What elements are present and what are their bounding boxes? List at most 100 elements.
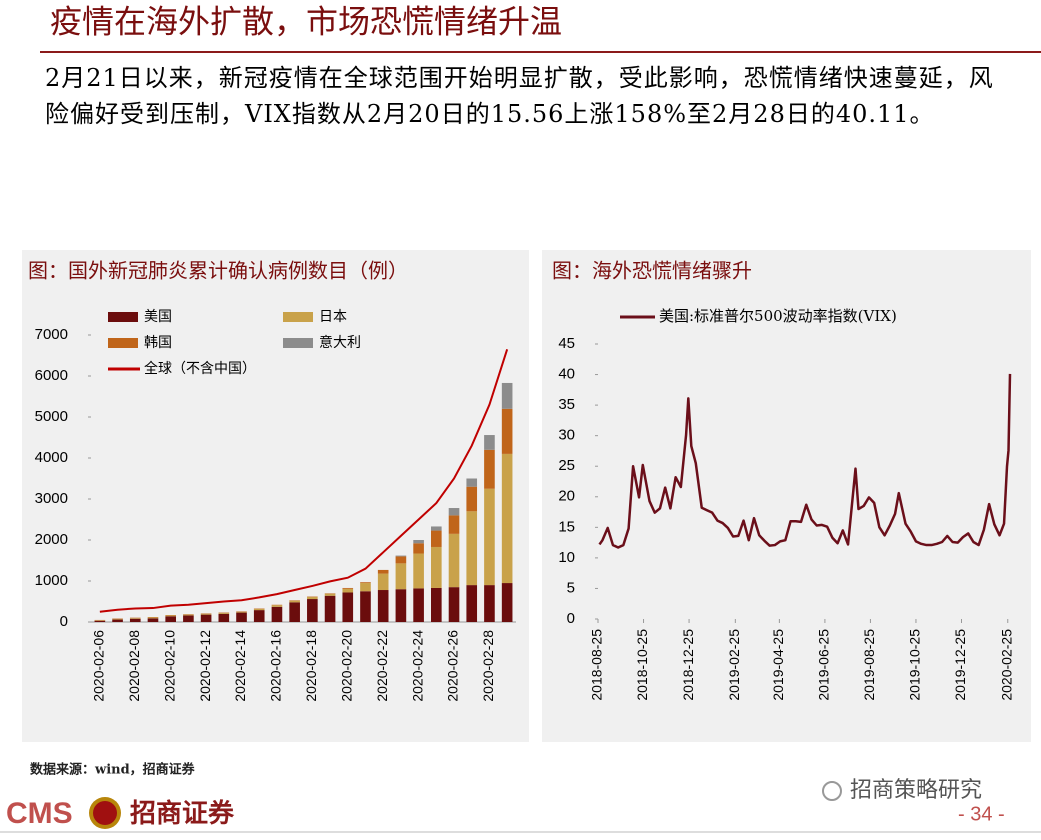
- bar-segment: [201, 615, 212, 622]
- bar-segment: [502, 583, 513, 622]
- bar-segment: [112, 619, 123, 620]
- body-text: 2月21日以来，新冠疫情在全球范围开始明显扩散，受此影响，恐慌情绪快速蔓延，风险…: [45, 60, 1015, 132]
- bar-segment: [254, 609, 265, 610]
- x-tick-label: 2019-10-25: [907, 629, 923, 701]
- y-tick-label: 20: [558, 488, 575, 505]
- y-tick-label: 5: [567, 579, 575, 596]
- y-tick-label: 10: [558, 549, 575, 566]
- bar-segment: [148, 618, 159, 622]
- x-tick-label: 2020-02-18: [303, 630, 319, 702]
- y-tick-label: 0: [60, 613, 68, 630]
- x-tick-label: 2019-06-25: [816, 629, 832, 701]
- x-tick-label: 2019-02-25: [726, 629, 742, 701]
- legend-label: 意大利: [319, 334, 361, 351]
- chart-title: 图：国外新冠肺炎累计确认病例数目（例）: [28, 259, 408, 283]
- y-tick-label: 2000: [35, 531, 68, 548]
- bar-segment: [272, 605, 283, 607]
- legend-swatch: [108, 338, 138, 348]
- bar-segment: [466, 479, 477, 487]
- x-tick-label: 2018-12-25: [680, 629, 696, 701]
- chart-title: 图：海外恐慌情绪骤升: [552, 259, 752, 283]
- bar-segment: [502, 409, 513, 454]
- bar-segment: [413, 554, 424, 589]
- bar-segment: [360, 583, 371, 591]
- y-tick-label: 15: [558, 518, 575, 535]
- wechat-icon: [823, 782, 841, 800]
- x-tick-label: 2020-02-10: [161, 630, 177, 702]
- x-tick-label: 2020-02-12: [197, 630, 213, 702]
- legend-swatch: [108, 312, 138, 322]
- bar-segment: [396, 556, 407, 557]
- legend-swatch: [283, 338, 313, 348]
- bar-segment: [360, 582, 371, 583]
- y-tick-label: 4000: [35, 449, 68, 466]
- page-title: 疫情在海外扩散，市场恐慌情绪升温: [50, 3, 562, 41]
- bar-segment: [183, 615, 194, 622]
- bar-segment: [289, 601, 300, 603]
- y-tick-label: 0: [567, 610, 575, 627]
- bar-segment: [378, 590, 389, 622]
- bar-segment: [130, 619, 141, 622]
- logo-text: CMS: [6, 797, 73, 830]
- bar-segment: [289, 602, 300, 622]
- bar-segment: [378, 574, 389, 590]
- page-number: - 34 -: [958, 803, 1005, 825]
- legend-label: 美国: [144, 309, 172, 325]
- x-tick-label: 2020-02-08: [126, 630, 142, 702]
- bar-segment: [449, 534, 460, 587]
- bar-segment: [325, 596, 336, 622]
- x-tick-label: 2020-02-26: [445, 630, 461, 702]
- bar-segment: [413, 543, 424, 553]
- x-tick-label: 2020-02-16: [268, 630, 284, 702]
- bar-segment: [502, 454, 513, 583]
- bar-segment: [307, 597, 318, 599]
- bar-segment: [449, 587, 460, 622]
- bar-segment: [165, 615, 176, 616]
- bar-segment: [466, 487, 477, 512]
- source-note: 数据来源：wind，招商证券: [30, 762, 196, 778]
- y-tick-label: 6000: [35, 367, 68, 384]
- bar-segment: [165, 616, 176, 622]
- bar-segment: [342, 589, 353, 593]
- bar-segment: [272, 607, 283, 622]
- bar-segment: [396, 589, 407, 622]
- legend-swatch: [283, 312, 313, 322]
- bar-segment: [236, 613, 247, 622]
- bar-segment: [95, 621, 106, 622]
- bar-segment: [325, 594, 336, 596]
- bar-segment: [201, 614, 212, 615]
- y-tick-label: 7000: [35, 326, 68, 343]
- bar-segment: [466, 585, 477, 622]
- bar-segment: [378, 570, 389, 574]
- bar-segment: [449, 508, 460, 515]
- bar-segment: [484, 585, 495, 622]
- x-tick-label: 2018-08-25: [589, 629, 605, 701]
- x-tick-label: 2020-02-20: [338, 630, 354, 702]
- bar-segment: [148, 617, 159, 618]
- x-tick-label: 2018-10-25: [634, 629, 650, 701]
- bar-segment: [502, 383, 513, 409]
- legend-label: 韩国: [144, 335, 172, 351]
- bar-segment: [413, 588, 424, 622]
- bar-segment: [431, 588, 442, 622]
- x-tick-label: 2020-02-25: [998, 629, 1014, 701]
- brand-text: 招商证券: [130, 798, 235, 829]
- bar-segment: [396, 556, 407, 563]
- y-tick-label: 1000: [35, 572, 68, 589]
- bar-segment: [219, 613, 230, 614]
- bar-segment: [431, 526, 442, 530]
- y-tick-label: 3000: [35, 490, 68, 507]
- x-tick-label: 2020-02-22: [374, 630, 390, 702]
- bar-segment: [466, 511, 477, 585]
- y-tick-label: 45: [558, 335, 575, 352]
- bar-segment: [484, 489, 495, 585]
- y-tick-label: 25: [558, 457, 575, 474]
- x-tick-label: 2019-08-25: [861, 629, 877, 701]
- bar-segment: [254, 610, 265, 622]
- x-tick-label: 2020-02-06: [91, 630, 107, 702]
- y-tick-label: 40: [558, 366, 575, 383]
- bar-segment: [112, 620, 123, 622]
- bar-segment: [431, 547, 442, 588]
- bar-segment: [183, 615, 194, 616]
